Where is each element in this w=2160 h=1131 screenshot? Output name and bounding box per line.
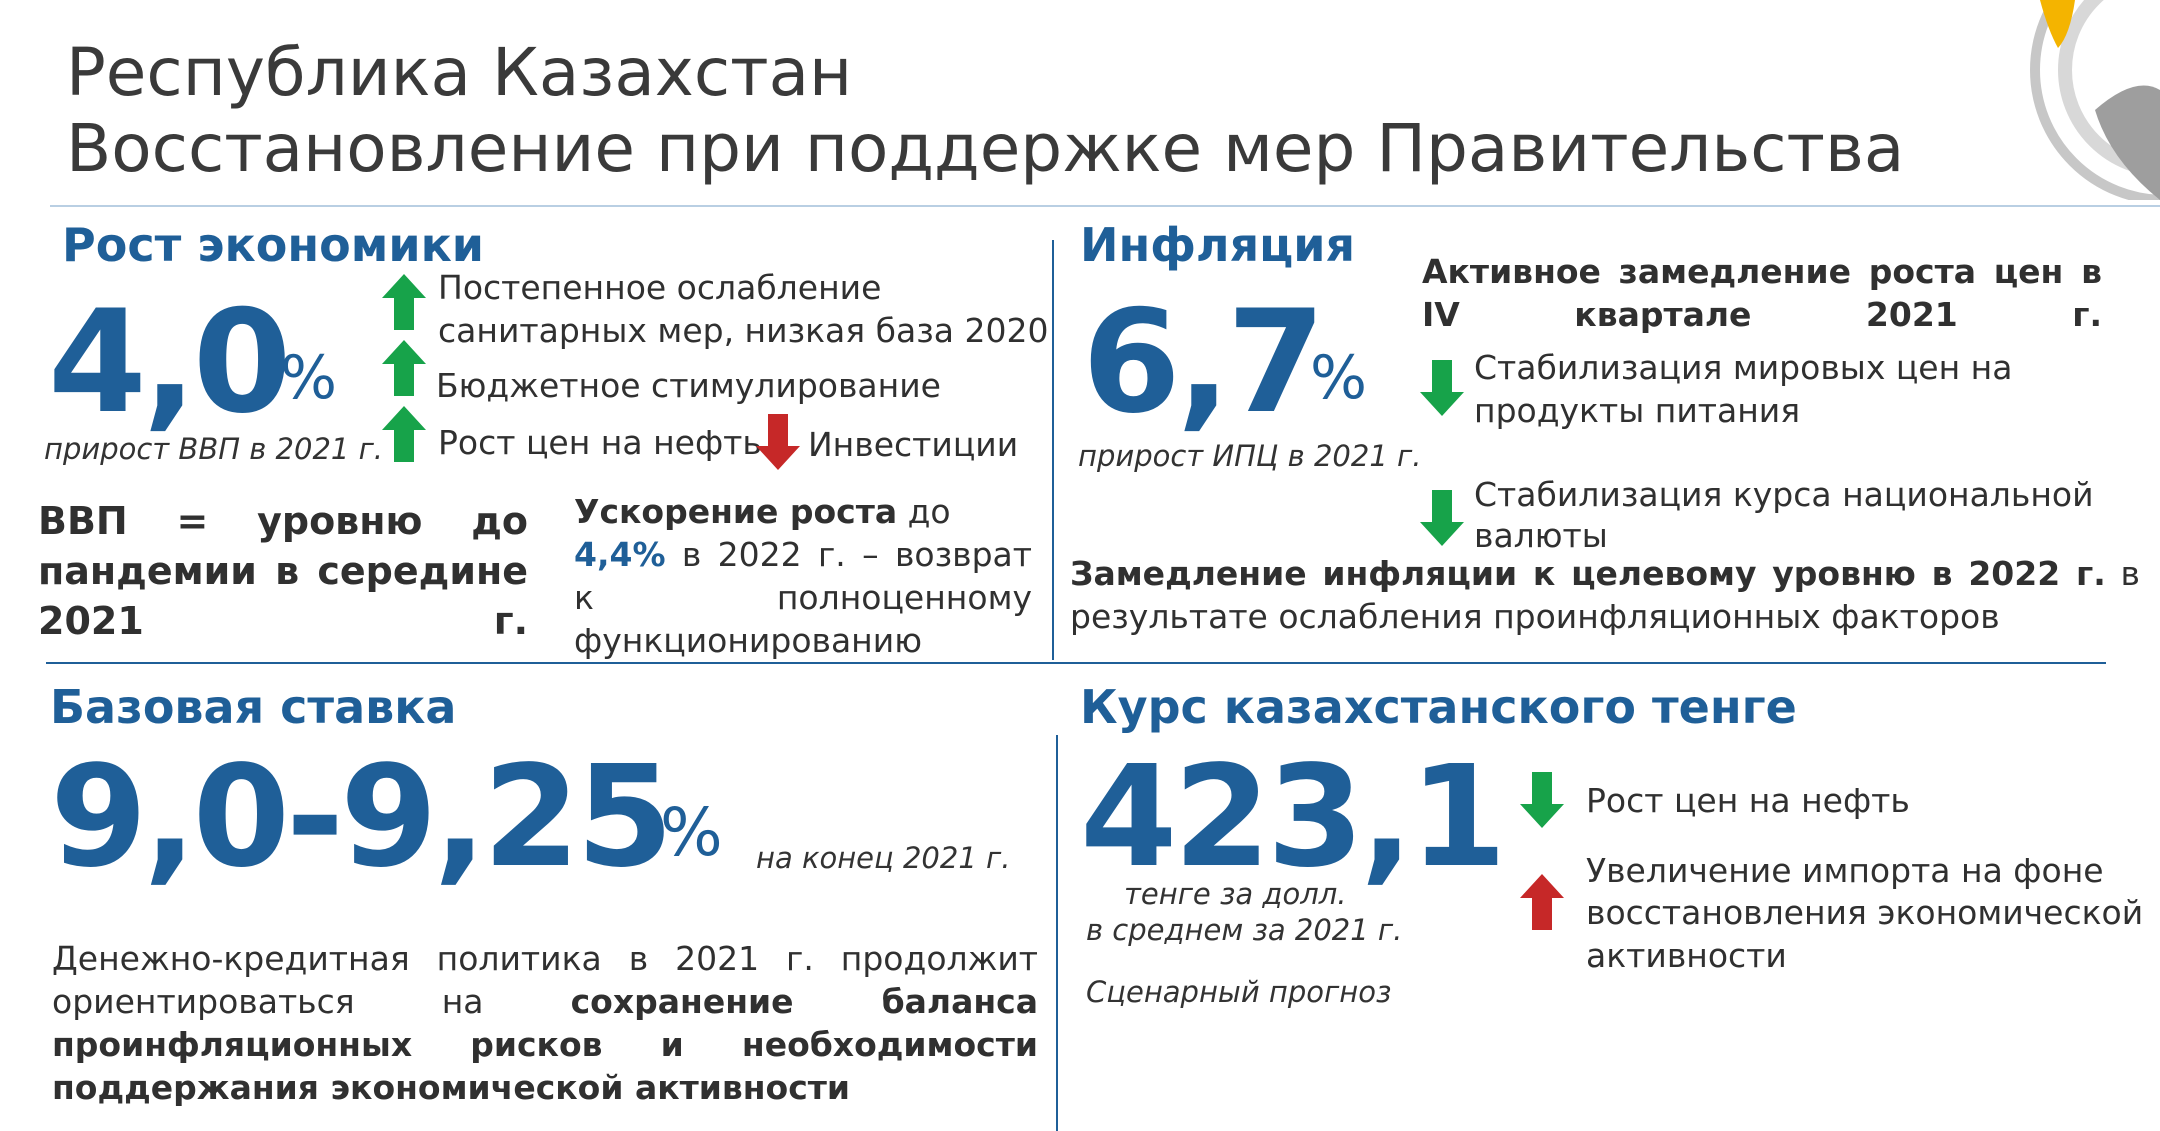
tenge-heading: Курс казахстанского тенге xyxy=(1080,680,1797,734)
growth-outlook-rest2: в 2022 г. – возврат к полноценному функц… xyxy=(574,535,1032,660)
growth-unit: % xyxy=(280,343,338,413)
inflation-heading: Инфляция xyxy=(1080,218,1356,272)
growth-factor-1-line2: санитарных мер, низкая база 2020 xyxy=(438,311,1049,350)
tenge-scenario: Сценарный прогноз xyxy=(1086,975,1392,1009)
growth-outlook: Ускорение роста до 4,4% в 2022 г. – возв… xyxy=(574,490,1032,662)
inflation-outlook-rest: в результате ослабления проинфляционных … xyxy=(1070,554,2140,636)
inflation-factor-2-line2: валюты xyxy=(1474,516,1608,555)
inflation-factor-2-line1: Стабилизация курса национальной xyxy=(1474,475,2094,514)
page-title-line1: Республика Казахстан xyxy=(66,34,853,111)
tenge-value: 423,1 xyxy=(1080,736,1507,899)
inflation-outlook: Замедление инфляции к целевому уровню в … xyxy=(1070,552,2140,638)
tenge-caption-line1: тенге за долл. xyxy=(1124,877,1347,911)
inflation-caption: прирост ИПЦ в 2021 г. xyxy=(1078,439,1422,473)
rate-policy: Денежно-кредитная политика в 2021 г. про… xyxy=(52,937,1038,1109)
page-title-line2: Восстановление при поддержке мер Правите… xyxy=(66,110,1905,187)
arrow-up-icon xyxy=(382,340,426,396)
arrow-down-icon xyxy=(1520,772,1564,828)
arrow-down-icon xyxy=(756,414,800,470)
growth-factor-3: Рост цен на нефть xyxy=(438,423,762,462)
rate-heading: Базовая ставка xyxy=(50,680,457,734)
growth-outlook-bold: Ускорение роста xyxy=(574,492,898,531)
growth-factor-2: Бюджетное стимулирование xyxy=(436,366,941,405)
rate-policy-bold: сохранение баланса проинфляционных риско… xyxy=(52,982,1039,1107)
arrow-down-icon xyxy=(1420,360,1464,416)
gdp-text: ВВП = уровню до пандемии в середине 2021… xyxy=(38,499,528,643)
arrow-up-icon xyxy=(382,274,426,330)
vertical-divider-top xyxy=(1052,240,1054,660)
inflation-value: 6,7 xyxy=(1082,280,1326,445)
growth-factor-1-line1: Постепенное ослабление xyxy=(438,268,882,307)
vertical-divider-bottom xyxy=(1056,735,1058,1131)
tenge-factor-2-line1: Увеличение импорта на фоне xyxy=(1586,851,2104,890)
tenge-factor-1: Рост цен на нефть xyxy=(1586,781,1910,820)
tenge-factor-2-line2: восстановления экономической xyxy=(1586,893,2144,932)
rate-policy-normal: Денежно-кредитная политика в 2021 г. про… xyxy=(52,939,1038,1021)
arrow-up-icon xyxy=(382,406,426,462)
tenge-caption-line2: в среднем за 2021 г. xyxy=(1086,913,1403,947)
growth-value: 4,0 xyxy=(48,280,292,445)
inflation-factor-1-line2: продукты питания xyxy=(1474,391,1801,430)
growth-caption: прирост ВВП в 2021 г. xyxy=(44,432,384,466)
inflation-factor-1-line1: Стабилизация мировых цен на xyxy=(1474,348,2013,387)
inflation-unit: % xyxy=(1310,343,1368,413)
growth-outlook-rest1: до xyxy=(897,492,951,531)
rate-caption: на конец 2021 г. xyxy=(756,841,1011,875)
logo-icon xyxy=(2030,0,2160,200)
tenge-factor-2-line3: активности xyxy=(1586,936,1787,975)
inflation-outlook-bold: Замедление инфляции к целевому уровню в … xyxy=(1070,554,2106,593)
horizontal-divider xyxy=(46,662,2106,664)
growth-factor-4: Инвестиции xyxy=(808,425,1019,464)
inflation-headline: Активное замедление роста цен в IV кварт… xyxy=(1422,252,2102,334)
rate-unit: % xyxy=(660,794,723,871)
arrow-up-icon xyxy=(1520,874,1564,930)
rate-value: 9,0-9,25 xyxy=(50,736,674,899)
growth-heading: Рост экономики xyxy=(62,218,485,272)
arrow-down-icon xyxy=(1420,490,1464,546)
header-divider xyxy=(50,205,2160,207)
growth-outlook-value: 4,4% xyxy=(574,535,666,574)
